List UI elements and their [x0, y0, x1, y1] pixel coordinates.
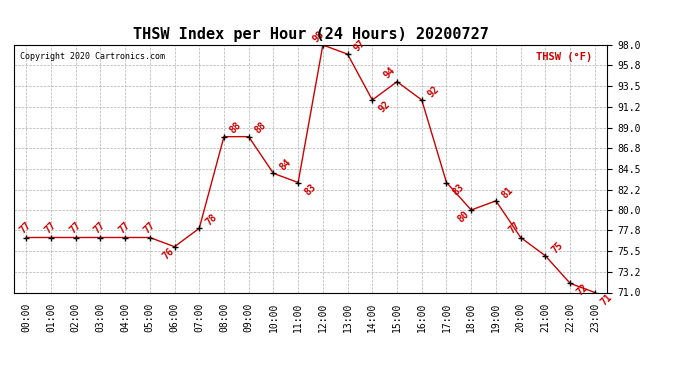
- Text: Copyright 2020 Cartronics.com: Copyright 2020 Cartronics.com: [20, 53, 165, 62]
- Text: 94: 94: [382, 66, 397, 81]
- Text: 76: 76: [161, 246, 176, 261]
- Text: 77: 77: [92, 220, 108, 236]
- Text: 77: 77: [43, 220, 58, 236]
- Text: 77: 77: [18, 220, 33, 236]
- Text: 97: 97: [352, 38, 367, 53]
- Text: 78: 78: [204, 212, 219, 228]
- Text: 83: 83: [302, 182, 317, 197]
- Text: 77: 77: [506, 220, 522, 236]
- Text: 77: 77: [141, 220, 157, 236]
- Text: 88: 88: [228, 120, 244, 136]
- Text: 83: 83: [451, 182, 466, 197]
- Text: 71: 71: [599, 292, 614, 307]
- Text: THSW (°F): THSW (°F): [536, 53, 592, 62]
- Text: 98: 98: [310, 29, 326, 44]
- Text: 84: 84: [277, 157, 293, 172]
- Text: 75: 75: [549, 240, 565, 255]
- Text: 72: 72: [574, 282, 590, 298]
- Text: 88: 88: [253, 120, 268, 136]
- Text: 77: 77: [117, 220, 132, 236]
- Text: 80: 80: [456, 209, 471, 225]
- Text: 77: 77: [68, 220, 83, 236]
- Text: 81: 81: [500, 184, 515, 200]
- Text: 92: 92: [426, 84, 442, 99]
- Title: THSW Index per Hour (24 Hours) 20200727: THSW Index per Hour (24 Hours) 20200727: [132, 27, 489, 42]
- Text: 92: 92: [377, 99, 392, 114]
